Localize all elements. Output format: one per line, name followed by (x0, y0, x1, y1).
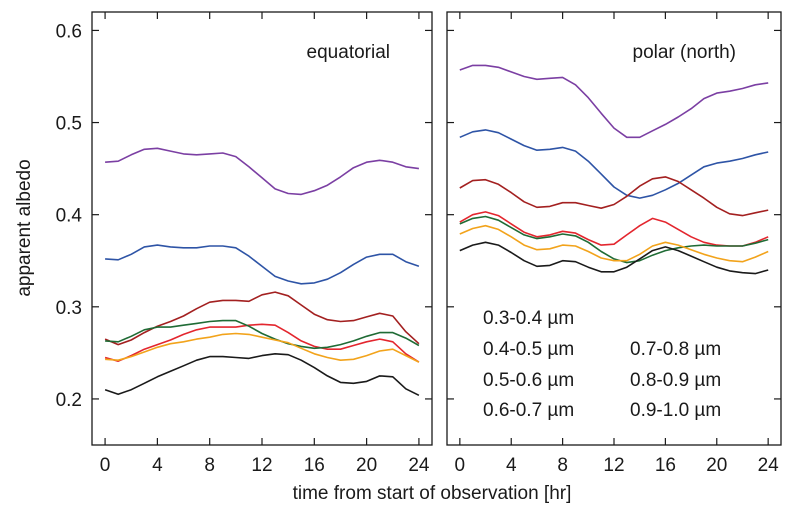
panel-equatorial: 0 4 8 12 16 20 24 0.2 0.3 0.4 0.5 0.6 equatorial (56, 11, 433, 476)
series-line-3 (459, 211, 769, 247)
x-tick-label: 12 (603, 455, 624, 476)
series-line-5 (105, 319, 420, 350)
series-line-7 (104, 352, 420, 397)
x-tick-label: 20 (706, 455, 727, 476)
series-line-2 (105, 244, 420, 285)
x-tick-label: 20 (356, 455, 377, 476)
y-tick-label: 0.6 (56, 21, 82, 42)
legend-entry: 0.8-0.9 µm (630, 370, 721, 391)
x-tick-label: 4 (152, 455, 163, 476)
series-line-4 (459, 176, 769, 217)
legend-entry: 0.6-0.7 µm (483, 400, 574, 421)
y-tick-label: 0.2 (56, 390, 82, 411)
legend-entry: 0.9-1.0 µm (630, 400, 721, 421)
x-tick-label: 12 (251, 455, 272, 476)
x-tick-label: 8 (204, 455, 215, 476)
series-line-7 (459, 241, 769, 275)
legend-entry: 0.7-0.8 µm (630, 339, 721, 360)
x-tick-label: 24 (408, 455, 430, 476)
x-tick-label: 0 (455, 455, 466, 476)
legend-entry: 0.5-0.6 µm (483, 370, 574, 391)
legend-entry: 0.4-0.5 µm (483, 339, 574, 360)
series-line-1 (459, 64, 769, 139)
y-tick-label: 0.5 (56, 114, 82, 135)
series-line-1 (105, 147, 420, 196)
series-line-2 (459, 129, 769, 199)
series-line-3 (104, 323, 420, 363)
y-axis-title: apparent albedo (14, 159, 35, 296)
x-tick-label: 4 (506, 455, 517, 476)
series-line-5 (459, 215, 769, 264)
panel-title: polar (north) (633, 42, 737, 63)
y-tick-label: 0.4 (56, 206, 83, 227)
x-tick-label: 16 (304, 455, 325, 476)
panel-title: equatorial (307, 42, 390, 63)
panel-polar: 0 4 8 12 16 20 24 polar (north) (446, 11, 782, 476)
plot-frame (91, 11, 433, 446)
x-axis-title: time from start of observation [hr] (293, 483, 572, 504)
series-line-4 (104, 291, 420, 346)
x-tick-label: 8 (557, 455, 568, 476)
series-line-6 (459, 224, 769, 263)
series-line-6 (105, 332, 420, 363)
y-tick-label: 0.3 (56, 298, 82, 319)
x-tick-label: 16 (655, 455, 676, 476)
legend: 0.3-0.4 µm 0.4-0.5 µm 0.5-0.6 µm 0.6-0.7 µm… (483, 308, 721, 421)
legend-entry: 0.3-0.4 µm (483, 308, 574, 329)
x-tick-label: 0 (100, 455, 111, 476)
x-tick-label: 24 (758, 455, 780, 476)
